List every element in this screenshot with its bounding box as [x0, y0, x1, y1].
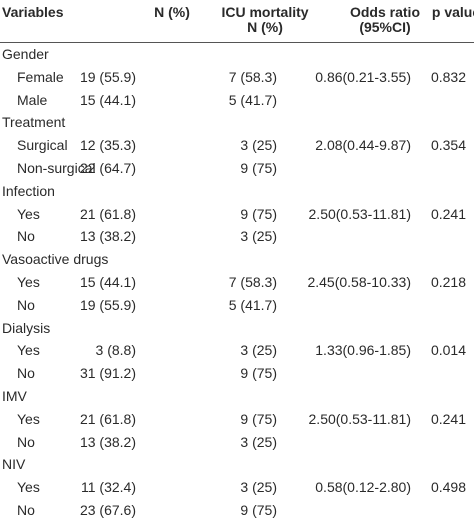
- variable-cell: Female: [17, 68, 64, 85]
- table-row: No 31 (91.2) 9 (75): [0, 362, 474, 385]
- header-icu-line1: ICU mortality: [221, 4, 309, 20]
- n-percent-cell: 21 (61.8): [79, 410, 136, 427]
- icu-mortality-cell: 5 (41.7): [228, 91, 277, 108]
- variable-cell: No: [17, 501, 35, 518]
- group-row: Vasoactive drugs: [0, 248, 474, 271]
- p-value-cell: 0.354: [430, 137, 466, 154]
- variable-cell: Yes: [17, 479, 40, 496]
- group-row: IMV: [0, 385, 474, 408]
- table-row: Surgical 12 (35.3) 3 (25) 2.08(0.44-9.87) 0.…: [0, 134, 474, 157]
- variable-cell: No: [17, 365, 35, 382]
- icu-mortality-cell: 3 (25): [240, 479, 277, 496]
- n-percent-cell: 21 (61.8): [79, 205, 136, 222]
- p-value-cell: 0.218: [430, 273, 466, 290]
- header-icu-mortality: ICU mortality N (%): [205, 5, 325, 35]
- table-row: Yes 15 (44.1) 7 (58.3) 2.45(0.58-10.33) 0.21…: [0, 271, 474, 294]
- icu-mortality-cell: 3 (25): [240, 433, 277, 450]
- icu-mortality-cell: 9 (75): [240, 159, 277, 176]
- n-percent-cell: 19 (55.9): [79, 296, 136, 313]
- header-n: N (%): [154, 4, 190, 20]
- icu-mortality-cell: 5 (41.7): [228, 296, 277, 313]
- variable-cell: No: [17, 433, 35, 450]
- p-value-cell: 0.014: [430, 342, 466, 359]
- p-value-cell: 0.498: [430, 479, 466, 496]
- variable-cell: Vasoactive drugs: [2, 251, 109, 268]
- group-row: Infection: [0, 180, 474, 203]
- n-percent-cell: 31 (91.2): [79, 365, 136, 382]
- odds-ratio-cell: 2.50(0.53-11.81): [308, 410, 411, 427]
- variable-cell: NIV: [2, 456, 26, 473]
- header-p-value: p value: [431, 4, 474, 20]
- table-row: Yes 3 (8.8) 3 (25) 1.33(0.96-1.85) 0.014: [0, 339, 474, 362]
- table-body: Gender Female 19 (55.9) 7 (58.3) 0.86(0.21-3…: [0, 43, 474, 522]
- table-row: No 19 (55.9) 5 (41.7): [0, 294, 474, 317]
- group-row: Dialysis: [0, 317, 474, 340]
- n-percent-cell: 15 (44.1): [79, 91, 136, 108]
- variable-cell: No: [17, 228, 35, 245]
- variable-cell: Non-surgical: [17, 159, 96, 176]
- header-icu-line2: N (%): [247, 19, 283, 35]
- header-odds-ratio: Odds ratio (95%CI): [315, 5, 455, 35]
- variable-cell: Dialysis: [2, 319, 51, 336]
- icu-mortality-cell: 9 (75): [240, 410, 277, 427]
- group-row: Gender: [0, 43, 474, 66]
- group-row: Treatment: [0, 111, 474, 134]
- n-percent-cell: 22 (64.7): [79, 159, 136, 176]
- icu-mortality-cell: 3 (25): [240, 137, 277, 154]
- table-row: Yes 21 (61.8) 9 (75) 2.50(0.53-11.81) 0.241: [0, 408, 474, 431]
- n-percent-cell: 23 (67.6): [79, 501, 136, 518]
- odds-ratio-cell: 2.50(0.53-11.81): [308, 205, 411, 222]
- variable-cell: Male: [17, 91, 48, 108]
- variable-cell: Surgical: [17, 137, 68, 154]
- table-row: Non-surgical 22 (64.7) 9 (75): [0, 157, 474, 180]
- table-row: Yes 21 (61.8) 9 (75) 2.50(0.53-11.81) 0.241: [0, 203, 474, 226]
- table-row: Male 15 (44.1) 5 (41.7): [0, 89, 474, 112]
- table-row: No 13 (38.2) 3 (25): [0, 431, 474, 454]
- icu-mortality-cell: 9 (75): [240, 365, 277, 382]
- n-percent-cell: 15 (44.1): [79, 273, 136, 290]
- n-percent-cell: 13 (38.2): [79, 228, 136, 245]
- table-row: No 13 (38.2) 3 (25): [0, 225, 474, 248]
- header-variables: Variables: [2, 4, 64, 20]
- odds-ratio-cell: 2.45(0.58-10.33): [307, 273, 411, 290]
- header-or-line2: (95%CI): [359, 19, 411, 35]
- n-percent-cell: 3 (8.8): [95, 342, 136, 359]
- odds-ratio-cell: 2.08(0.44-9.87): [315, 137, 411, 154]
- odds-ratio-cell: 0.58(0.12-2.80): [315, 479, 411, 496]
- n-percent-cell: 13 (38.2): [79, 433, 136, 450]
- icu-mortality-cell: 7 (58.3): [228, 273, 277, 290]
- n-percent-cell: 19 (55.9): [79, 68, 136, 85]
- variable-cell: Infection: [2, 182, 55, 199]
- icu-mortality-cell: 9 (75): [240, 501, 277, 518]
- group-row: NIV: [0, 453, 474, 476]
- odds-ratio-cell: 1.33(0.96-1.85): [315, 342, 411, 359]
- icu-mortality-cell: 3 (25): [240, 342, 277, 359]
- variable-cell: Treatment: [2, 114, 66, 131]
- p-value-cell: 0.832: [430, 68, 466, 85]
- odds-ratio-cell: 0.86(0.21-3.55): [315, 68, 411, 85]
- variable-cell: IMV: [2, 387, 27, 404]
- table-header: Variables N (%) ICU mortality N (%) Odds…: [0, 0, 474, 43]
- variable-cell: Yes: [17, 273, 40, 290]
- icu-mortality-cell: 9 (75): [240, 205, 277, 222]
- n-percent-cell: 12 (35.3): [79, 137, 136, 154]
- icu-mortality-cell: 3 (25): [240, 228, 277, 245]
- n-percent-cell: 11 (32.4): [81, 479, 136, 496]
- variable-cell: Gender: [2, 46, 49, 62]
- p-value-cell: 0.241: [430, 205, 466, 222]
- header-or-line1: Odds ratio: [349, 4, 420, 20]
- icu-mortality-cell: 7 (58.3): [228, 68, 277, 85]
- table-row: No 23 (67.6) 9 (75): [0, 499, 474, 522]
- variable-cell: Yes: [17, 410, 40, 427]
- table-row: Female 19 (55.9) 7 (58.3) 0.86(0.21-3.55) 0.…: [0, 66, 474, 89]
- p-value-cell: 0.241: [430, 410, 466, 427]
- variable-cell: Yes: [17, 342, 40, 359]
- variable-cell: No: [17, 296, 35, 313]
- table-row: Yes 11 (32.4) 3 (25) 0.58(0.12-2.80) 0.498: [0, 476, 474, 499]
- variable-cell: Yes: [17, 205, 40, 222]
